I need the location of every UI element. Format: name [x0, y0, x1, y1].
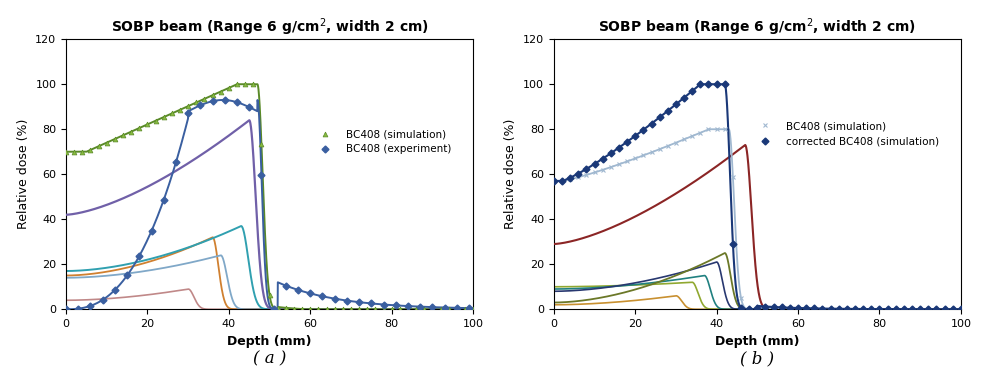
BC408 (experiment): [85, 303, 97, 308]
BC408 (experiment): [158, 197, 170, 202]
Line: BC408 (simulation): BC408 (simulation): [551, 127, 963, 312]
BC408 (experiment): [329, 296, 341, 301]
BC408 (simulation): [548, 179, 560, 183]
BC408 (experiment): [97, 298, 109, 302]
corrected BC408 (simulation): [670, 102, 682, 107]
BC408 (simulation): [304, 307, 316, 312]
BC408 (experiment): [366, 301, 377, 306]
Line: corrected BC408 (simulation): corrected BC408 (simulation): [551, 82, 963, 312]
corrected BC408 (simulation): [947, 307, 958, 312]
BC408 (experiment): [206, 99, 218, 103]
BC408 (simulation): [459, 307, 471, 312]
BC408 (simulation): [370, 307, 381, 312]
corrected BC408 (simulation): [702, 82, 714, 87]
X-axis label: Depth (mm): Depth (mm): [715, 335, 799, 347]
Title: SOBP beam (Range 6 g/cm$^2$, width 2 cm): SOBP beam (Range 6 g/cm$^2$, width 2 cm): [599, 17, 916, 38]
BC408 (experiment): [219, 98, 231, 102]
BC408 (experiment): [280, 283, 291, 288]
BC408 (experiment): [414, 304, 426, 309]
BC408 (experiment): [427, 305, 439, 310]
BC408 (simulation): [710, 127, 722, 131]
corrected BC408 (simulation): [678, 96, 690, 100]
BC408 (experiment): [316, 294, 328, 299]
corrected BC408 (simulation): [743, 307, 755, 312]
Text: ( a ): ( a ): [253, 350, 287, 367]
BC408 (experiment): [72, 306, 84, 311]
BC408 (simulation): [182, 104, 194, 108]
Title: SOBP beam (Range 6 g/cm$^2$, width 2 cm): SOBP beam (Range 6 g/cm$^2$, width 2 cm): [111, 17, 429, 38]
BC408 (experiment): [390, 303, 402, 308]
corrected BC408 (simulation): [548, 179, 560, 183]
corrected BC408 (simulation): [833, 307, 845, 311]
Y-axis label: Relative dose (%): Relative dose (%): [17, 119, 30, 229]
BC408 (experiment): [231, 100, 243, 105]
BC408 (experiment): [353, 300, 365, 305]
BC408 (experiment): [170, 160, 182, 165]
BC408 (experiment): [182, 111, 194, 116]
BC408 (simulation): [947, 307, 958, 312]
BC408 (simulation): [467, 307, 479, 312]
BC408 (experiment): [145, 229, 157, 233]
BC408 (experiment): [243, 105, 255, 110]
BC408 (experiment): [268, 307, 280, 312]
BC408 (experiment): [60, 307, 72, 312]
X-axis label: Depth (mm): Depth (mm): [227, 335, 312, 347]
BC408 (experiment): [451, 305, 462, 310]
BC408 (experiment): [439, 305, 451, 310]
corrected BC408 (simulation): [637, 128, 649, 132]
BC408 (experiment): [256, 173, 268, 177]
BC408 (experiment): [304, 291, 316, 296]
BC408 (simulation): [670, 140, 682, 145]
BC408 (experiment): [133, 254, 145, 258]
BC408 (experiment): [463, 306, 475, 310]
BC408 (experiment): [341, 298, 353, 303]
BC408 (experiment): [195, 103, 206, 108]
BC408 (simulation): [191, 100, 203, 105]
corrected BC408 (simulation): [858, 307, 869, 311]
Y-axis label: Relative dose (%): Relative dose (%): [505, 119, 518, 229]
BC408 (simulation): [150, 119, 162, 123]
BC408 (experiment): [122, 273, 133, 278]
corrected BC408 (simulation): [955, 307, 967, 312]
Line: BC408 (experiment): BC408 (experiment): [63, 98, 471, 312]
Line: BC408 (simulation): BC408 (simulation): [63, 82, 475, 312]
BC408 (simulation): [637, 153, 649, 158]
BC408 (experiment): [109, 287, 121, 292]
BC408 (simulation): [60, 149, 72, 154]
BC408 (simulation): [849, 307, 861, 312]
BC408 (simulation): [678, 137, 690, 142]
BC408 (simulation): [239, 82, 251, 87]
BC408 (experiment): [402, 304, 414, 308]
BC408 (experiment): [377, 302, 389, 307]
Legend: BC408 (simulation), BC408 (experiment): BC408 (simulation), BC408 (experiment): [307, 125, 455, 159]
BC408 (simulation): [345, 307, 357, 312]
Text: ( b ): ( b ): [740, 350, 775, 367]
Legend: BC408 (simulation), corrected BC408 (simulation): BC408 (simulation), corrected BC408 (sim…: [748, 117, 944, 151]
BC408 (experiment): [292, 287, 304, 292]
BC408 (simulation): [825, 307, 837, 312]
BC408 (simulation): [955, 307, 967, 312]
